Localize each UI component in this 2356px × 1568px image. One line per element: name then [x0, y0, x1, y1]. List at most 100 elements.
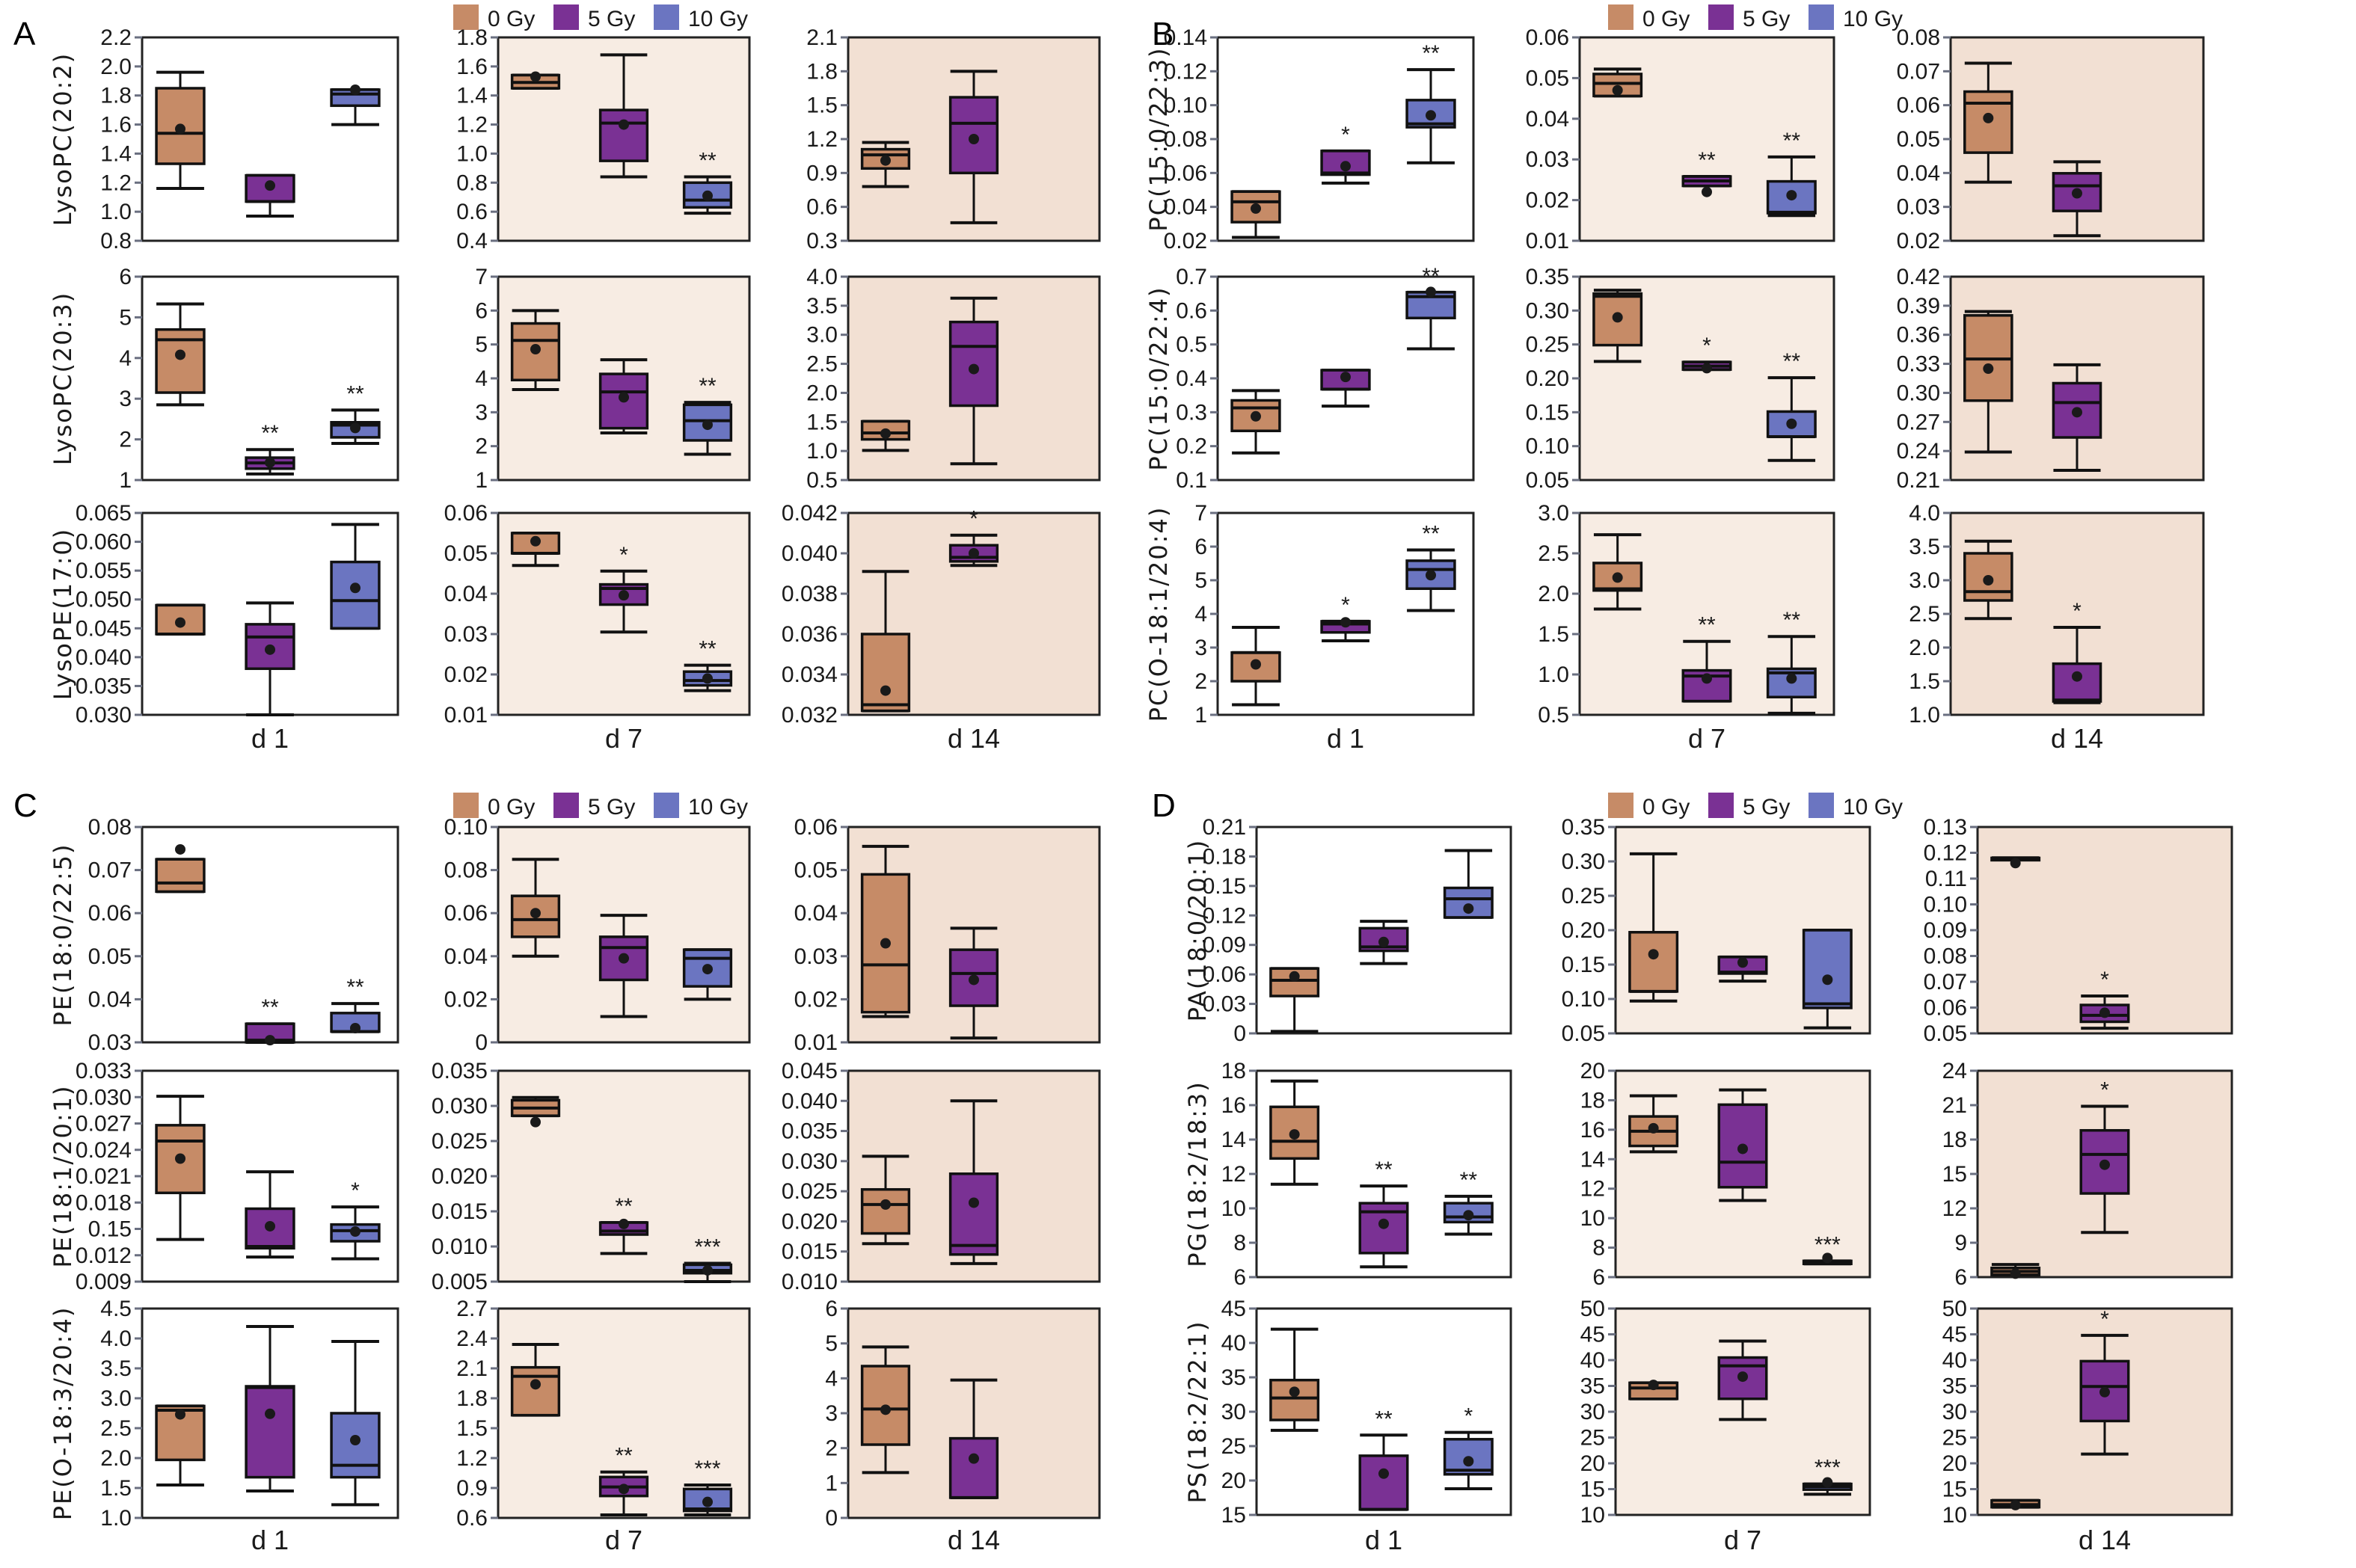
box-5gy [2052, 160, 2102, 238]
y-tick-label: 6 [119, 265, 132, 289]
significance-marker: ** [261, 995, 279, 1020]
y-tick-label: 0.18 [1203, 844, 1246, 869]
box-5gy [948, 296, 999, 466]
y-tick-label: 0.25 [1562, 884, 1605, 908]
y-tick-label: 4.0 [806, 265, 838, 289]
y-tick-label: 15 [1942, 1162, 1967, 1187]
y-tick-label: 12 [1580, 1177, 1605, 1202]
y-tick-label: 0.8 [100, 229, 132, 253]
legend-swatch-0gy [453, 4, 479, 30]
significance-marker: * [1341, 123, 1350, 147]
y-tick-label: 10 [1580, 1503, 1605, 1528]
y-tick-label: 45 [1942, 1323, 1967, 1347]
box-10gy: ** [1766, 608, 1817, 715]
y-tick-label: 18 [1580, 1088, 1605, 1113]
y-tick-label: 5 [1194, 568, 1207, 593]
significance-marker: ** [699, 637, 717, 662]
boxplot-c-pe-18-1-20-1--d14: 0.010 0.015 0.020 0.025 0.030 0.035 0.040 0.045 [782, 1059, 1101, 1294]
legend-swatch-5gy [553, 793, 579, 818]
mean-marker [530, 908, 541, 919]
y-tick-label: 0.9 [806, 161, 838, 185]
y-tick-label: 0.06 [1924, 996, 1967, 1021]
box-10gy: ** [682, 374, 733, 456]
significance-marker: ** [1783, 349, 1801, 374]
y-tick-label: 0.04 [794, 901, 838, 926]
significance-marker: ** [615, 1194, 633, 1219]
y-tick-label: 7 [475, 265, 488, 289]
x-axis-day-label: d 14 [2079, 1525, 2131, 1555]
y-tick-label: 0.02 [444, 987, 488, 1012]
mean-marker [1786, 190, 1797, 201]
legend-swatch-10gy [654, 4, 679, 30]
y-tick-label: 0.07 [1897, 59, 1940, 84]
mean-marker [175, 1409, 185, 1420]
mean-marker [1426, 570, 1436, 581]
y-tick-label: 0.36 [1897, 323, 1940, 348]
mean-marker [350, 422, 361, 434]
y-tick-label: 50 [1580, 1297, 1605, 1321]
boxplot-a-lysope-17-0--d14: 0.032 0.034 0.036 0.038 0.040 0.042 * [782, 501, 1101, 728]
y-tick-label: 1.6 [100, 113, 132, 138]
boxplot-b-pc-15-0-22-4--d14: 0.21 0.24 0.27 0.30 0.33 0.36 0.39 0.42 [1897, 265, 2205, 493]
boxplot-c-pe-18-0-22-5--d14: 0.01 0.02 0.03 0.04 0.05 0.06 [794, 815, 1101, 1055]
y-tick-label: 0.02 [1897, 229, 1940, 253]
y-tick-label: 0.20 [1526, 366, 1569, 391]
y-tick-label: 0.03 [794, 944, 838, 969]
y-tick-label: 0.012 [76, 1243, 132, 1268]
y-tick-label: 1.5 [1538, 622, 1569, 647]
y-tick-label: 0.010 [782, 1270, 838, 1294]
y-tick-label: 10 [1580, 1206, 1605, 1231]
y-tick-label: 15 [1942, 1478, 1967, 1502]
box-0gy [510, 858, 561, 958]
box-10gy [682, 948, 733, 1001]
y-tick-label: 1.0 [100, 200, 132, 224]
y-tick-label: 1.2 [806, 127, 838, 152]
mean-marker [2072, 188, 2082, 199]
legend-swatch-5gy [1708, 793, 1734, 818]
y-tick-label: 16 [1221, 1093, 1246, 1118]
box-iqr [682, 1487, 733, 1513]
box-iqr [598, 372, 649, 430]
x-axis-day-label: d 7 [605, 1525, 642, 1555]
y-tick-label: 1.8 [806, 59, 838, 84]
box-0gy [155, 1095, 206, 1241]
y-tick-label: 0.12 [1924, 841, 1967, 866]
legend: 0 Gy 5 Gy 10 Gy [1608, 793, 1903, 820]
mean-marker [1702, 673, 1712, 684]
mean-marker [969, 363, 979, 375]
mean-marker [265, 457, 275, 468]
y-tick-label: 30 [1942, 1400, 1967, 1424]
mean-marker [175, 1153, 185, 1164]
box-0gy [1592, 289, 1643, 363]
y-tick-label: 0.6 [1176, 298, 1207, 323]
box-5gy: ** [1358, 1157, 1409, 1269]
mean-marker [350, 1226, 361, 1238]
y-tick-label: 0.10 [1924, 893, 1967, 917]
box-5gy: * [1320, 593, 1371, 642]
y-tick-label: 0.05 [1526, 468, 1569, 493]
mean-marker [265, 1408, 275, 1419]
mean-marker [1378, 1218, 1389, 1229]
legend: 0 Gy 5 Gy 10 Gy [453, 4, 748, 31]
y-tick-label: 0.4 [1176, 366, 1207, 391]
boxplot-c-pe-18-0-22-5--d1: 0.03 0.04 0.05 0.06 0.07 0.08 ** ** [88, 815, 399, 1055]
mean-marker [1612, 572, 1623, 583]
y-tick-label: 0.06 [794, 815, 838, 840]
y-tick-label: 0.03 [1526, 147, 1569, 172]
significance-marker: ** [346, 975, 364, 1000]
y-tick-label: 1.0 [100, 1506, 132, 1531]
y-tick-label: 2 [1194, 669, 1207, 694]
y-tick-label: 0.05 [1924, 1021, 1967, 1046]
y-tick-label: 40 [1580, 1348, 1605, 1373]
y-tick-label: 1.0 [1538, 662, 1569, 687]
legend-swatch-10gy [1809, 793, 1834, 818]
y-tick-label: 0.09 [1924, 918, 1967, 943]
mean-marker [1702, 186, 1712, 197]
mean-marker [530, 71, 541, 82]
mean-marker [350, 84, 361, 95]
boxplot-a-lysopc-20-2--d14: 0.3 0.6 0.9 1.2 1.5 1.8 2.1 [806, 25, 1101, 253]
y-tick-label: 0.015 [432, 1199, 488, 1224]
y-tick-label: 0.03 [1203, 992, 1246, 1017]
box-5gy [245, 1170, 295, 1259]
y-tick-label: 2.0 [806, 381, 838, 405]
